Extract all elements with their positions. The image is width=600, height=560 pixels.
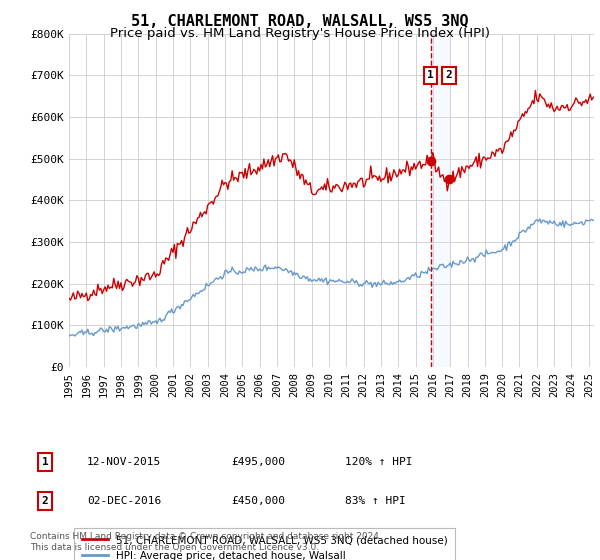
Text: 1: 1 [41,457,49,467]
Text: 51, CHARLEMONT ROAD, WALSALL, WS5 3NQ: 51, CHARLEMONT ROAD, WALSALL, WS5 3NQ [131,14,469,29]
Text: 02-DEC-2016: 02-DEC-2016 [87,496,161,506]
Text: 12-NOV-2015: 12-NOV-2015 [87,457,161,467]
Text: 83% ↑ HPI: 83% ↑ HPI [345,496,406,506]
Text: Price paid vs. HM Land Registry's House Price Index (HPI): Price paid vs. HM Land Registry's House … [110,27,490,40]
Text: 2: 2 [445,70,452,80]
Legend: 51, CHARLEMONT ROAD, WALSALL, WS5 3NQ (detached house), HPI: Average price, deta: 51, CHARLEMONT ROAD, WALSALL, WS5 3NQ (d… [74,528,455,560]
Text: £450,000: £450,000 [231,496,285,506]
Text: 1: 1 [427,70,434,80]
Text: 2: 2 [41,496,49,506]
Bar [431,34,449,367]
Text: 120% ↑ HPI: 120% ↑ HPI [345,457,413,467]
Text: Contains HM Land Registry data © Crown copyright and database right 2024.
This d: Contains HM Land Registry data © Crown c… [30,532,382,552]
Text: £495,000: £495,000 [231,457,285,467]
